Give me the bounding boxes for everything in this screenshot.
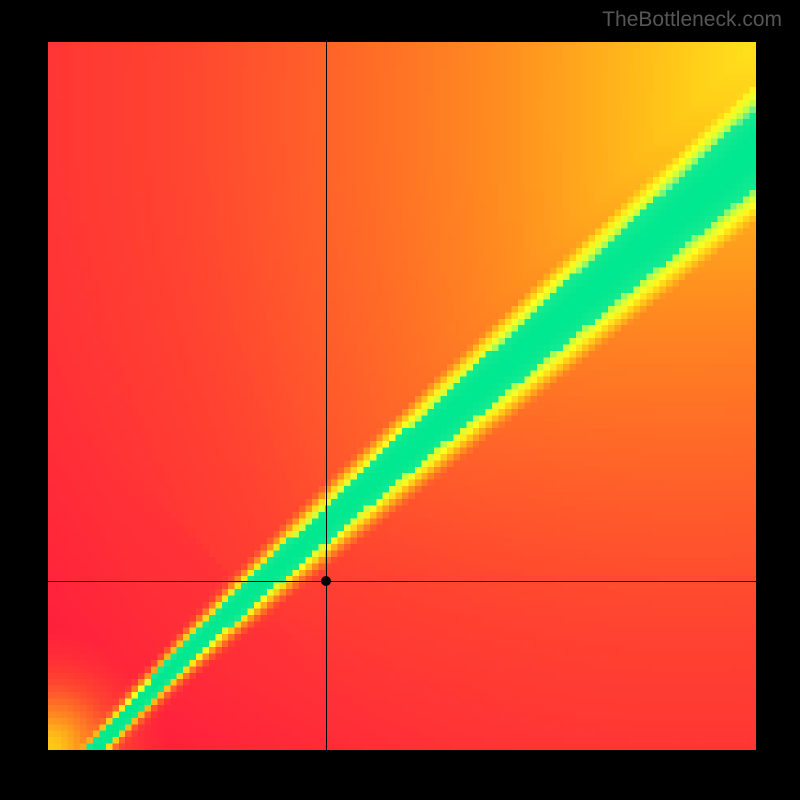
crosshair-vertical [326, 42, 327, 750]
heatmap-canvas [48, 42, 756, 750]
watermark-text: TheBottleneck.com [602, 8, 782, 32]
heatmap-plot [48, 42, 756, 750]
crosshair-horizontal [48, 581, 756, 582]
data-point-marker [321, 576, 331, 586]
